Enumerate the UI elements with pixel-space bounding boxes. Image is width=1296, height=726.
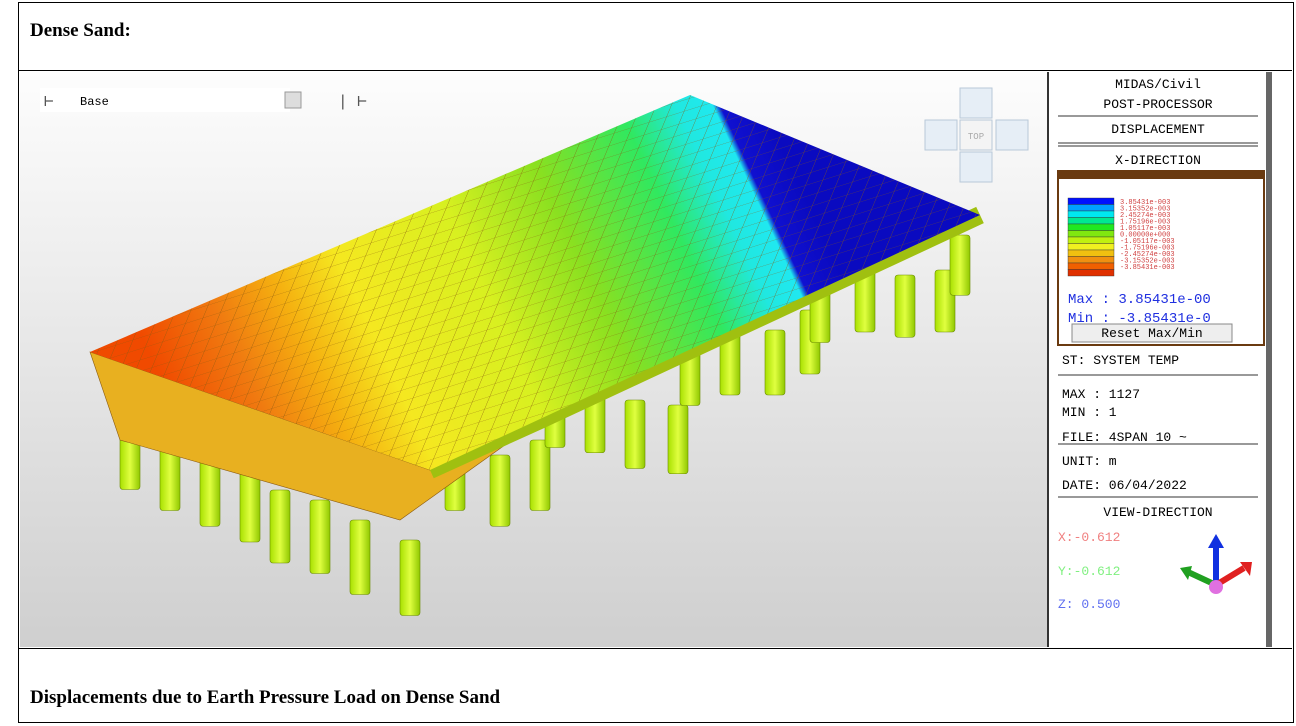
panel-heading: MIDAS/Civil bbox=[1115, 77, 1201, 92]
column bbox=[490, 455, 510, 526]
legend-swatch bbox=[1068, 231, 1114, 238]
legend-swatch bbox=[1068, 218, 1114, 225]
legend-swatch bbox=[1068, 224, 1114, 231]
view-direction-title: VIEW-DIRECTION bbox=[1103, 505, 1212, 520]
legend-swatch bbox=[1068, 270, 1114, 277]
panel-heading: DISPLACEMENT bbox=[1111, 122, 1205, 137]
info-line: ST: SYSTEM TEMP bbox=[1062, 353, 1179, 368]
combo-arrow[interactable] bbox=[285, 92, 301, 108]
page: Dense Sand: ⊢ Base | ⊢ TOP MIDAS/CivilPO… bbox=[0, 0, 1296, 726]
view-y: Y:-0.612 bbox=[1058, 564, 1120, 579]
column bbox=[530, 440, 550, 511]
column bbox=[895, 275, 915, 337]
caption-row: Displacements due to Earth Pressure Load… bbox=[18, 648, 1292, 723]
legend-swatch bbox=[1068, 257, 1114, 264]
combo-text: Base bbox=[80, 95, 109, 109]
column bbox=[270, 490, 290, 563]
screenshot: ⊢ Base | ⊢ TOP MIDAS/Civil POST-PROCESSOR… bbox=[0, 0, 1296, 726]
column bbox=[400, 540, 420, 616]
column bbox=[350, 520, 370, 595]
column bbox=[668, 405, 688, 474]
legend-swatch bbox=[1068, 244, 1114, 251]
view-cube-label: TOP bbox=[968, 132, 984, 142]
column bbox=[765, 330, 785, 395]
legend-swatch bbox=[1068, 205, 1114, 212]
icon: ⊢ bbox=[44, 93, 54, 111]
legend-swatch bbox=[1068, 237, 1114, 244]
view-z: Z: 0.500 bbox=[1058, 597, 1120, 612]
info-line: DATE: 06/04/2022 bbox=[1062, 478, 1187, 493]
panel-heading: X-DIRECTION bbox=[1115, 153, 1201, 168]
reset-label[interactable]: Reset Max/Min bbox=[1101, 326, 1202, 341]
legend-max: Max : 3.85431e-00 bbox=[1068, 292, 1211, 308]
legend-swatch bbox=[1068, 263, 1114, 270]
column bbox=[950, 235, 970, 295]
column bbox=[310, 500, 330, 574]
caption: Displacements due to Earth Pressure Load… bbox=[30, 687, 500, 709]
info-line: UNIT: m bbox=[1062, 454, 1117, 469]
legend-min: Min : -3.85431e-0 bbox=[1068, 311, 1211, 327]
info-line: FILE: 4SPAN 10 ~ bbox=[1062, 430, 1187, 445]
view-x: X:-0.612 bbox=[1058, 530, 1120, 545]
info-line: MAX : 1127 bbox=[1062, 387, 1140, 402]
info-line: MIN : 1 bbox=[1062, 405, 1117, 420]
column bbox=[240, 470, 260, 542]
legend-label: -3.85431e-003 bbox=[1120, 264, 1175, 272]
combo-box[interactable] bbox=[40, 88, 290, 112]
legend-swatch bbox=[1068, 211, 1114, 218]
icon[interactable]: | ⊢ bbox=[338, 93, 367, 111]
legend-swatch bbox=[1068, 250, 1114, 257]
column bbox=[625, 400, 645, 469]
panel-heading: POST-PROCESSOR bbox=[1103, 97, 1212, 112]
legend-swatch bbox=[1068, 198, 1114, 205]
